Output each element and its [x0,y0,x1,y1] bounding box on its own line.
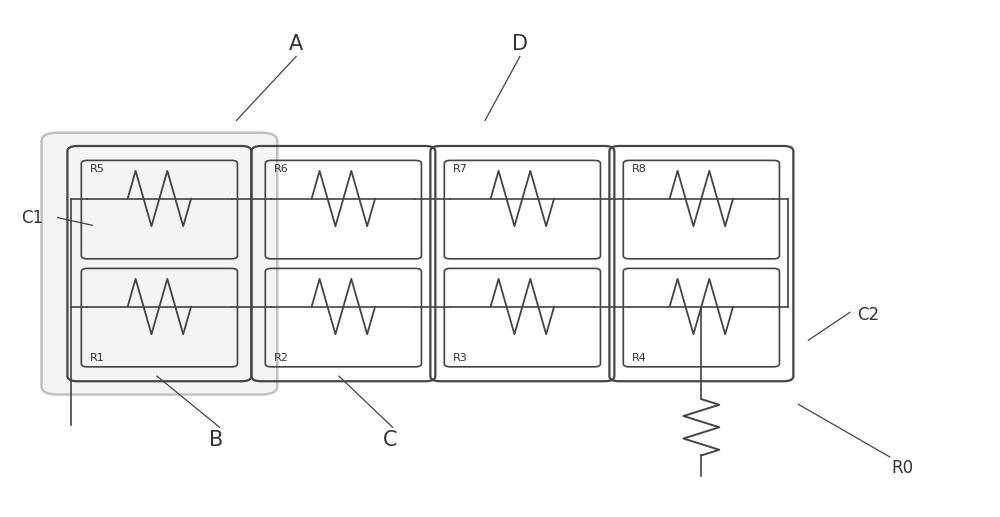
Text: R4: R4 [632,353,647,363]
Text: C: C [383,430,398,450]
Text: R7: R7 [453,164,468,175]
Text: R3: R3 [453,353,468,363]
Text: R6: R6 [274,164,289,175]
Text: R0: R0 [892,459,914,477]
Text: C1: C1 [22,208,44,226]
Text: C2: C2 [857,306,879,324]
Text: R5: R5 [90,164,105,175]
Text: D: D [512,34,528,54]
Text: A: A [289,34,303,54]
Text: R2: R2 [274,353,289,363]
Text: B: B [209,430,224,450]
Text: R8: R8 [632,164,647,175]
FancyBboxPatch shape [42,133,277,394]
Text: R1: R1 [90,353,105,363]
